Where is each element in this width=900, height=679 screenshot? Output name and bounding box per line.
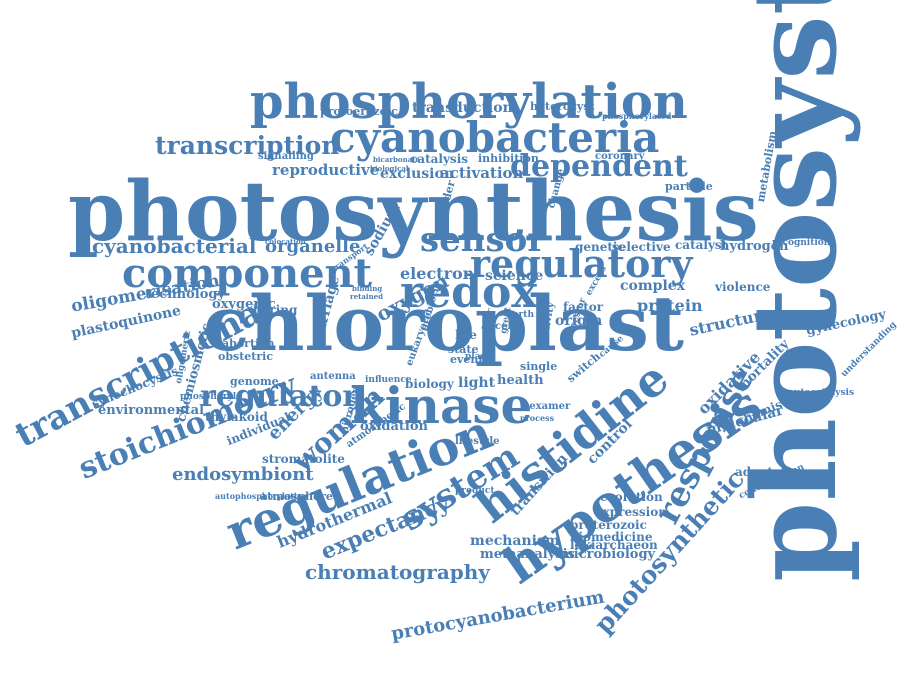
cloud-word: recognition xyxy=(772,237,831,248)
cloud-word: process xyxy=(520,412,555,423)
cloud-word: event xyxy=(450,353,484,367)
cloud-word: phosphorylated xyxy=(602,110,672,121)
cloud-word: reproductive xyxy=(272,161,380,180)
cloud-word: light xyxy=(458,375,496,392)
cloud-word: biomedicine xyxy=(570,529,653,544)
cloud-word: coronary xyxy=(595,151,645,163)
cloud-word: colocation xyxy=(265,236,306,246)
cloud-word: factor xyxy=(563,299,604,314)
cloud-word: lifestyle xyxy=(455,436,500,448)
cloud-word: expression xyxy=(595,504,667,519)
cloud-word: hexamer xyxy=(522,401,571,413)
cloud-word: autocatalysis xyxy=(788,387,855,398)
cloud-word: thylakoid xyxy=(205,409,268,424)
cloud-word: protein xyxy=(637,295,703,315)
cloud-word: atmosphere xyxy=(260,490,333,504)
cloud-word: abortion xyxy=(222,337,275,351)
cloud-word: dependent xyxy=(510,148,688,184)
cloud-word: science xyxy=(485,268,544,285)
cloud-word: boring xyxy=(253,302,298,317)
cloud-word: adaptation xyxy=(735,464,808,479)
cloud-word: chromatography xyxy=(305,560,490,585)
cloud-word: genome xyxy=(230,375,279,389)
cloud-word: catalysis xyxy=(410,151,469,166)
cloud-word: biological xyxy=(370,163,409,173)
cloud-word: proterozoic xyxy=(570,517,647,532)
cloud-word: endosymbiont xyxy=(172,463,314,485)
cloud-word: evolution xyxy=(600,489,663,504)
cloud-word: technology xyxy=(145,286,226,302)
cloud-word: retained xyxy=(350,291,384,301)
cloud-word: obstetric xyxy=(218,350,274,364)
cloud-word: protoerozoic xyxy=(320,105,398,119)
cloud-word: inhibition xyxy=(478,152,539,166)
cloud-word: particle xyxy=(665,180,713,194)
cloud-word: photosynthesis xyxy=(68,164,759,261)
cloud-word: earth xyxy=(507,309,534,320)
cloud-word: protocyanobacterium xyxy=(389,586,607,645)
cloud-word: environmental xyxy=(98,402,205,418)
cloud-word: biology xyxy=(405,376,454,391)
cloud-word: oxidation xyxy=(360,418,428,434)
cloud-word: transcription xyxy=(155,130,340,160)
cloud-word: transduction xyxy=(412,100,513,117)
cloud-word: selective xyxy=(612,239,671,254)
cloud-word: phosphorylation xyxy=(250,73,688,130)
cloud-word: exclusion xyxy=(380,166,454,183)
cloud-word: redox xyxy=(400,266,538,318)
cloud-word: autophosphorylation xyxy=(215,490,308,501)
cloud-word: electron xyxy=(400,263,475,283)
cloud-word: kinase xyxy=(350,376,533,435)
cloud-word: antenna xyxy=(310,371,356,383)
cloud-word: state xyxy=(448,343,479,357)
cloud-word: origin xyxy=(555,313,603,330)
cloud-word: catalyst xyxy=(675,237,728,252)
cloud-word: stromatolite xyxy=(262,451,345,466)
cloud-word: cell xyxy=(495,321,516,333)
cloud-word: component xyxy=(122,249,373,297)
cloud-word: bicarbonate xyxy=(373,154,420,164)
cloud-word: activation xyxy=(440,164,524,183)
cloud-word: complex xyxy=(620,278,686,295)
cloud-word: violence xyxy=(715,279,771,294)
cloud-word: heterocyst xyxy=(530,100,595,114)
cloud-word: health xyxy=(497,372,544,388)
cloud-word: genetic xyxy=(575,239,625,254)
cloud-word: oxygenic xyxy=(212,296,276,312)
cloud-word: regulator xyxy=(200,378,359,414)
cloud-word: product xyxy=(455,485,495,496)
cloud-word: mechanism xyxy=(470,533,560,550)
cloud-word: microbiology xyxy=(560,546,656,562)
cloud-word: signalling xyxy=(258,151,314,163)
cloud-word: cyanobacteria xyxy=(330,113,660,163)
cloud-word: chloroplast xyxy=(203,278,684,368)
cloud-word: regulatory xyxy=(470,241,693,287)
cloud-word: hydrogen xyxy=(720,238,789,254)
cloud-word: influence xyxy=(365,374,412,385)
cloud-word: plant xyxy=(465,351,492,362)
cloud-word: sensor xyxy=(420,220,546,261)
cloud-word: phosphoryl xyxy=(180,391,237,402)
cloud-word: organelle xyxy=(265,235,361,257)
cloud-word: life xyxy=(455,327,477,342)
cloud-word: lokiarchaeon xyxy=(570,537,658,552)
cloud-word: metaanalysis xyxy=(480,546,575,562)
cloud-word: cyanobacterial xyxy=(92,234,257,259)
cloud-word: binding xyxy=(352,283,383,293)
cloud-word: single xyxy=(520,360,558,374)
